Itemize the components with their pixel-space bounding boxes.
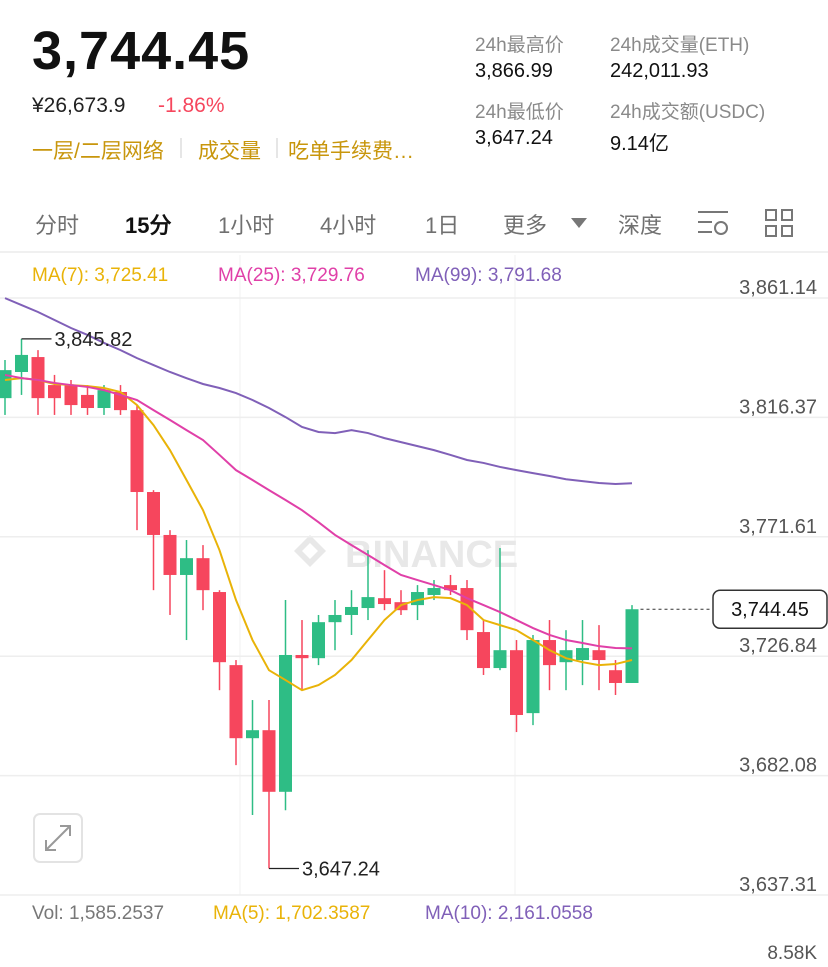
- stat-value: 9.14亿: [610, 133, 669, 155]
- annotation-label: 3,647.24: [302, 859, 380, 881]
- stat-label: 24h最低价: [475, 102, 564, 123]
- candle-body: [0, 370, 12, 399]
- tab[interactable]: 更多: [503, 213, 548, 238]
- divider: [180, 138, 182, 158]
- candle-body: [295, 654, 309, 659]
- candle-body: [609, 670, 622, 683]
- tab[interactable]: 分时: [35, 213, 80, 238]
- candle-body: [510, 650, 523, 715]
- candle-body: [163, 534, 177, 575]
- candle-body: [328, 614, 342, 623]
- tab[interactable]: 深度: [618, 213, 663, 238]
- candle-body: [345, 606, 358, 615]
- tab[interactable]: 1小时: [218, 213, 275, 238]
- stat-label: 24h成交量(ETH): [610, 35, 750, 56]
- candle-body: [493, 650, 507, 669]
- candle-body: [196, 558, 210, 591]
- watermark: BINANCE: [345, 534, 518, 576]
- last-price-box: [712, 589, 828, 629]
- candle-body: [246, 730, 259, 739]
- volume-legend: Vol: 1,585.2537: [32, 903, 164, 924]
- stat-value: 3,647.24: [475, 127, 553, 149]
- candle-body: [213, 592, 226, 663]
- candle-body: [361, 597, 375, 609]
- y-tick-label: 3,726.84: [739, 635, 817, 657]
- tab[interactable]: 1日: [425, 213, 460, 238]
- price-change: -1.86%: [158, 94, 225, 117]
- candle-body: [229, 665, 243, 739]
- candle-body: [526, 640, 540, 714]
- tag[interactable]: 成交量: [198, 140, 261, 163]
- tab-active[interactable]: 15分: [125, 213, 172, 238]
- candle-body: [64, 385, 78, 406]
- fiat-price: ¥26,673.9: [32, 94, 126, 117]
- candle-body: [147, 492, 160, 535]
- legend-entry: MA(25): 3,729.76: [218, 265, 365, 286]
- ma-line: [4, 297, 633, 486]
- candle-body: [576, 648, 589, 661]
- expand-button[interactable]: [33, 813, 83, 863]
- candle-body: [81, 394, 94, 409]
- settings-icon[interactable]: [698, 211, 728, 235]
- stat-label: 24h成交额(USDC): [610, 102, 766, 123]
- volume-legend: MA(5): 1,702.3587: [213, 903, 370, 924]
- watermark-logo: [294, 535, 326, 567]
- tag[interactable]: 一层/二层网络: [32, 140, 164, 163]
- candle-body: [427, 588, 441, 595]
- candle-body: [312, 622, 325, 659]
- candle-body: [444, 585, 457, 591]
- y-tick-label: 3,861.14: [739, 277, 817, 299]
- ma-line: [4, 377, 633, 692]
- candle-body: [543, 640, 556, 666]
- legend-entry: MA(7): 3,725.41: [32, 265, 168, 286]
- y-tick-label: 3,682.08: [739, 755, 817, 777]
- y-tick-label: 3,637.31: [739, 874, 817, 896]
- stat-value: 3,866.99: [475, 60, 553, 82]
- last-price-label: 3,744.45: [731, 599, 809, 621]
- legend-entry: MA(99): 3,791.68: [415, 265, 562, 286]
- candle-body: [97, 390, 111, 409]
- candle-body: [15, 354, 28, 372]
- volume-axis-label: 8.58K: [767, 943, 817, 964]
- y-tick-label: 3,771.61: [739, 516, 817, 538]
- stat-label: 24h最高价: [475, 35, 564, 56]
- y-tick-label: 3,816.37: [739, 396, 817, 418]
- candle-body: [180, 558, 193, 575]
- tab[interactable]: 4小时: [320, 213, 377, 238]
- candle-body: [262, 730, 276, 792]
- last-price: 3,744.45: [32, 21, 251, 81]
- tag[interactable]: 吃单手续费…: [288, 140, 414, 163]
- candle-body: [625, 609, 639, 683]
- candle-body: [279, 654, 292, 792]
- candle-body: [592, 650, 606, 661]
- dropdown-arrow[interactable]: [571, 218, 587, 228]
- ma-line: [4, 373, 633, 650]
- layout-icon[interactable]: [765, 209, 793, 237]
- candle-body: [31, 357, 45, 399]
- candle-body: [378, 598, 391, 605]
- divider: [276, 138, 278, 158]
- annotation-label: 3,845.82: [55, 329, 133, 351]
- candle-body: [477, 632, 490, 669]
- candle-body: [130, 410, 144, 493]
- candle-body: [48, 385, 61, 399]
- volume-legend: MA(10): 2,161.0558: [425, 903, 593, 924]
- stat-value: 242,011.93: [610, 60, 709, 82]
